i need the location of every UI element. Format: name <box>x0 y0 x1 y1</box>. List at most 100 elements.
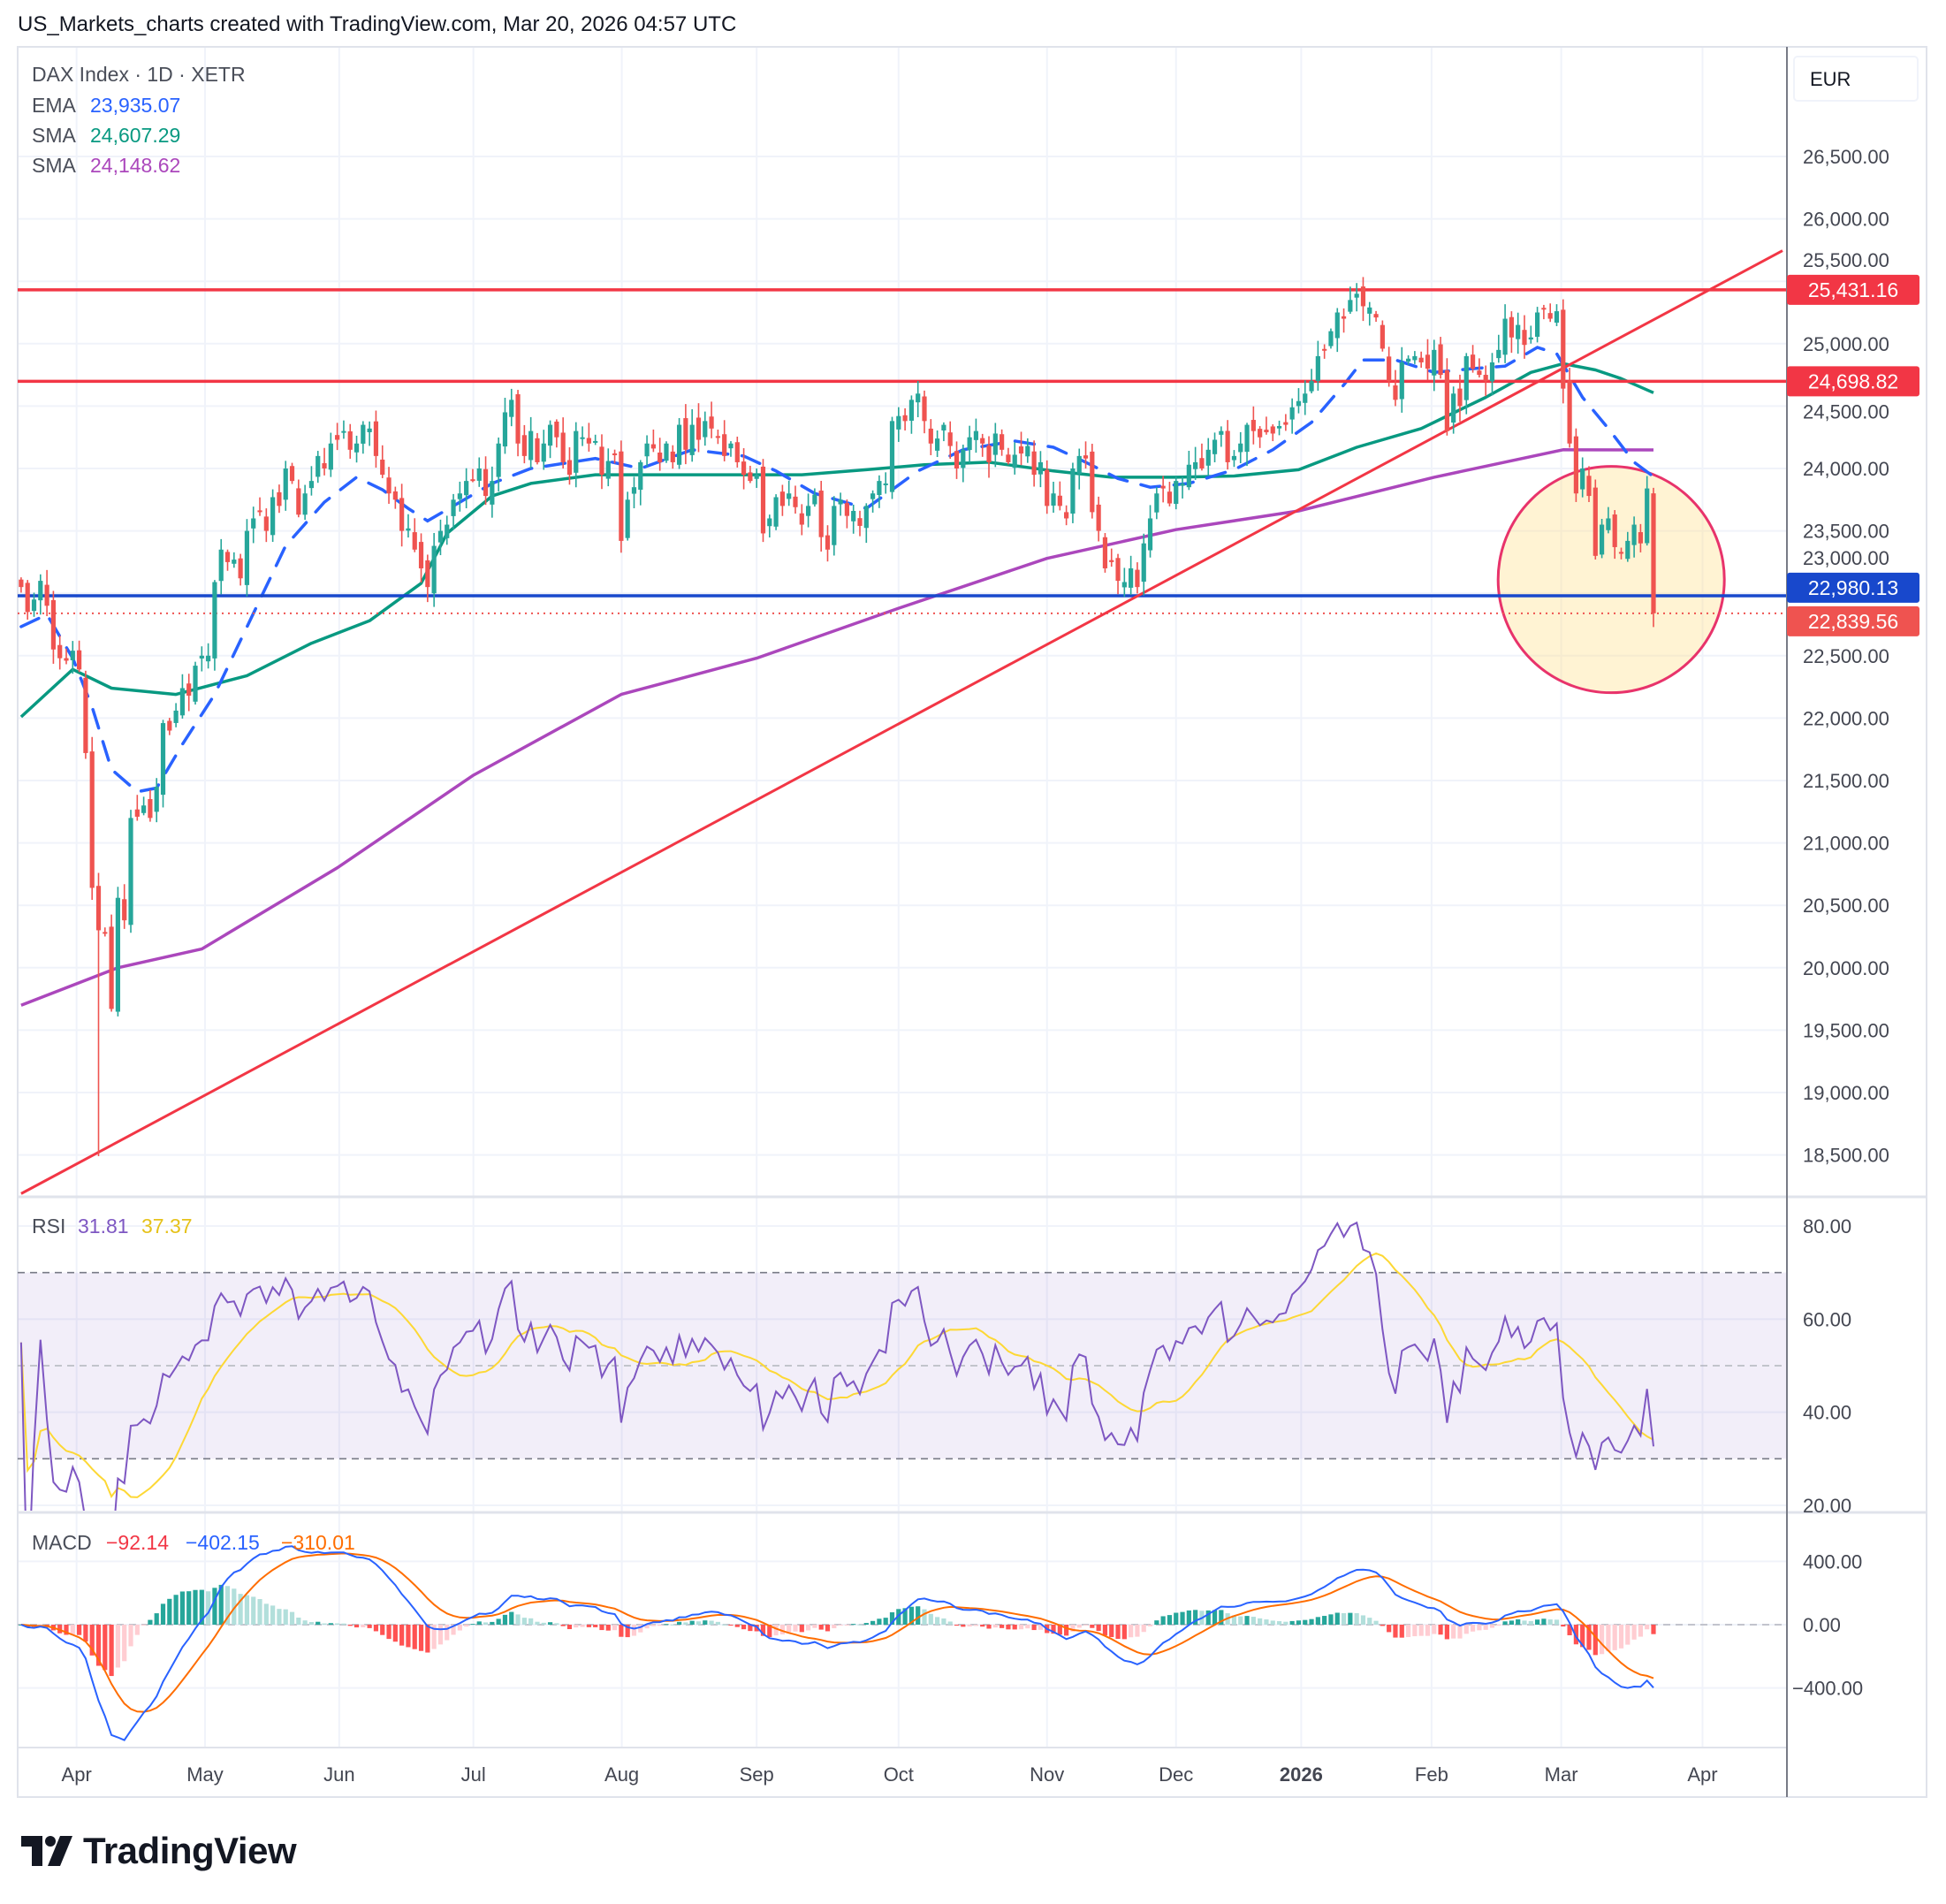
macd-histogram-bar <box>154 1613 159 1625</box>
candle <box>1612 510 1617 560</box>
candle-body <box>1405 358 1411 362</box>
tradingview-logo[interactable]: TradingView <box>21 1830 297 1872</box>
symbol-label[interactable]: DAX Index · 1D · XETR <box>32 63 246 86</box>
candle <box>838 492 843 516</box>
candle <box>1534 307 1540 343</box>
sma200-line[interactable] <box>20 448 1654 1007</box>
candle-body <box>851 511 856 522</box>
sma50-legend-label[interactable]: SMA <box>32 124 77 147</box>
candle <box>1018 431 1024 466</box>
rsi-axis-label: 60.00 <box>1803 1308 1851 1330</box>
sma200-legend-label[interactable]: SMA <box>32 154 77 177</box>
candle <box>1315 340 1320 391</box>
price-badge-label: 25,431.16 <box>1808 278 1898 301</box>
candle-body <box>451 499 456 516</box>
macd-axis[interactable]: 400.00 0.00 −400.00 <box>1792 1550 1863 1699</box>
macd-histogram-bar <box>1489 1625 1495 1628</box>
candle-body <box>1083 455 1089 459</box>
macd-histogram-bar <box>373 1625 379 1632</box>
candle <box>425 554 430 603</box>
candle-body <box>1625 540 1631 560</box>
macd-histogram-bar <box>1154 1620 1159 1625</box>
sma50-legend-value: 24,607.29 <box>90 124 180 147</box>
candle-body <box>1425 354 1431 369</box>
macd-histogram-bar <box>703 1620 708 1625</box>
macd-histogram-bar <box>1341 1612 1347 1625</box>
macd-histogram-bar <box>889 1611 895 1625</box>
candle <box>1638 523 1643 552</box>
candle-body <box>832 506 837 545</box>
sma50-line[interactable] <box>19 362 1654 719</box>
macd-histogram-bar <box>612 1625 618 1631</box>
candle-body <box>1051 493 1056 506</box>
candle <box>179 674 186 719</box>
candle-body <box>1167 491 1173 504</box>
time-axis-label: Dec <box>1159 1763 1193 1786</box>
rsi-line[interactable] <box>19 1221 1654 1598</box>
candle <box>490 466 495 518</box>
candle-body <box>315 455 321 477</box>
candle-body <box>238 558 243 579</box>
macd-histogram-bar <box>922 1609 927 1625</box>
candle-body <box>1380 324 1385 349</box>
candle-body <box>1334 312 1340 339</box>
macd-line[interactable] <box>20 1545 1654 1741</box>
macd-legend-label[interactable]: MACD <box>32 1531 92 1554</box>
macd-axis-label: −400.00 <box>1792 1678 1863 1700</box>
candle <box>160 720 166 808</box>
trendline[interactable] <box>20 249 1783 1195</box>
currency-button[interactable]: EUR <box>1793 56 1919 102</box>
macd-histogram-bar <box>347 1625 353 1626</box>
candle-body <box>1341 316 1347 319</box>
rsi-pane[interactable] <box>18 1221 1787 1598</box>
rsi-axis[interactable]: 80.00 60.00 40.00 20.00 <box>1803 1215 1851 1517</box>
price-axis-label: 26,000.00 <box>1803 209 1889 231</box>
candle <box>464 468 469 509</box>
candle <box>1554 304 1560 326</box>
candle <box>1516 312 1521 354</box>
candle <box>1405 355 1411 365</box>
candle-body <box>1231 455 1237 461</box>
candle-body <box>361 424 366 444</box>
macd-histogram-bar <box>1070 1625 1076 1632</box>
candle-body <box>1309 381 1314 392</box>
price-axis[interactable]: 26,500.00 26,000.00 25,500.00 25,000.00 24,5… <box>1803 146 1889 1167</box>
macd-histogram-bar <box>1418 1625 1424 1636</box>
candle <box>1380 320 1385 352</box>
time-axis[interactable]: Apr May Jun Jul Aug Sep Oct Nov Dec 2026 Feb Mar Apr <box>62 1763 1718 1786</box>
candle <box>1393 369 1398 407</box>
candle <box>431 532 437 607</box>
macd-histogram-bar <box>1593 1625 1598 1656</box>
ema-legend-label[interactable]: EMA <box>32 94 77 117</box>
price-axis-label: 18,500.00 <box>1803 1145 1889 1167</box>
candle <box>521 424 527 464</box>
candle <box>1102 533 1108 573</box>
candles <box>19 277 1656 1157</box>
rsi-legend-label[interactable]: RSI <box>32 1215 65 1238</box>
macd-histogram-bar <box>1160 1616 1166 1625</box>
candle-body <box>1438 344 1443 376</box>
candle <box>1451 386 1456 434</box>
chart-legend: DAX Index · 1D · XETR EMA 23,935.07 SMA … <box>32 63 246 177</box>
price-pane[interactable] <box>18 249 1787 1195</box>
candle <box>141 796 147 816</box>
macd-histogram-bar <box>793 1625 798 1632</box>
price-badge-background <box>1787 274 1919 305</box>
macd-histogram-bar <box>825 1625 831 1632</box>
macd-histogram-bar <box>619 1625 624 1637</box>
macd-hist-legend-value: −92.14 <box>106 1531 169 1554</box>
candle <box>103 927 108 937</box>
macd-histogram-bar <box>380 1625 385 1635</box>
candle <box>986 436 992 478</box>
price-axis-label: 20,500.00 <box>1803 895 1889 917</box>
macd-histogram-bar <box>1096 1625 1101 1632</box>
candle-body <box>179 688 186 716</box>
candle-body <box>1303 393 1308 403</box>
candle-body <box>1509 316 1514 338</box>
candle <box>574 422 579 488</box>
macd-pane[interactable] <box>18 1545 1787 1741</box>
macd-histogram-bar <box>1296 1620 1302 1625</box>
ema-line[interactable] <box>19 346 1655 794</box>
highlight-circle[interactable] <box>1496 465 1726 695</box>
